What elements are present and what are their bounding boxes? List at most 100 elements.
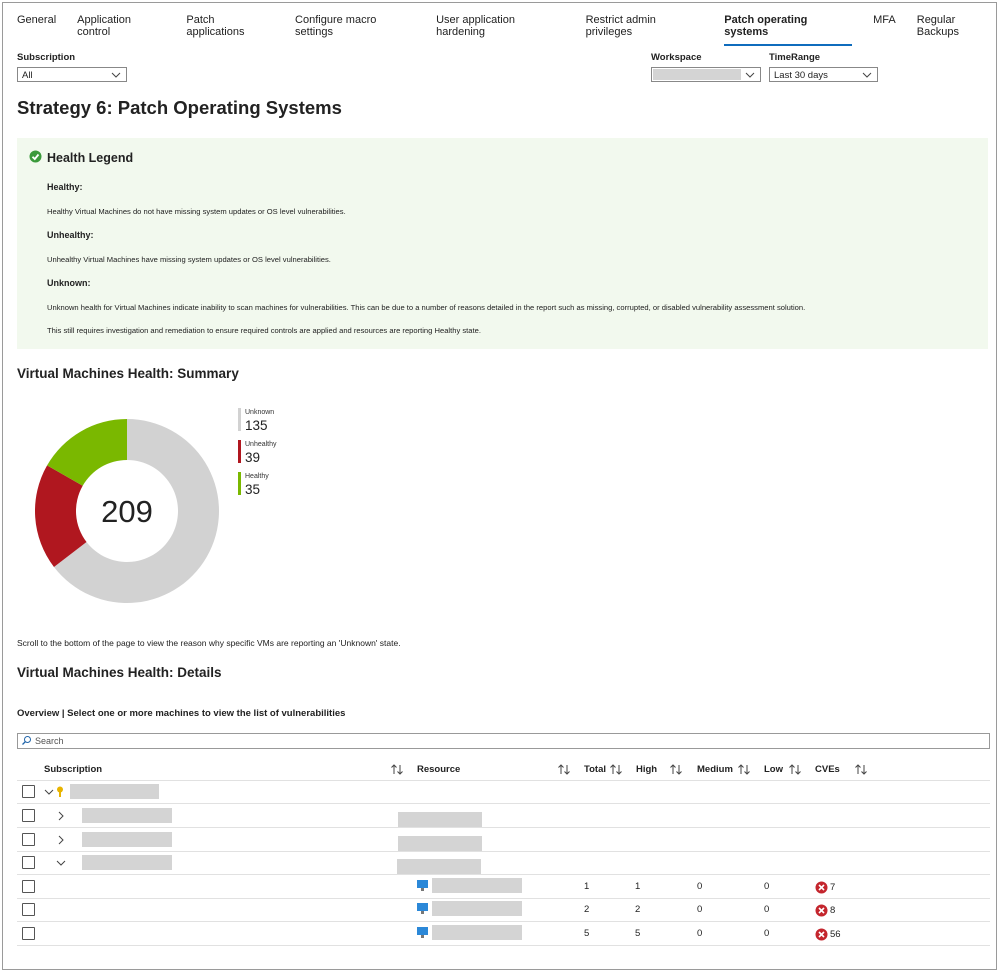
column-header: Resource [417,764,461,775]
error-icon [815,904,828,917]
key-head [57,786,63,793]
legend-swatch [238,408,241,431]
donut-total: 209 [101,494,153,529]
chevron [58,811,64,821]
chevron-path [58,811,64,821]
scroll-note: Scroll to the bottom of the page to view… [17,638,401,648]
row-divider [17,780,990,781]
column-header: Total [584,764,606,775]
dropdown-value: Last 30 days [774,70,828,81]
legend-title: Health Legend [47,151,134,165]
cell: 5 [584,928,590,939]
redacted [432,901,522,916]
check-icon [29,150,42,163]
tab[interactable]: MFA [873,14,896,26]
checkbox[interactable] [22,809,35,822]
cell: 2 [584,904,590,915]
cell: 0 [697,881,703,892]
tab[interactable]: User application hardening [436,14,515,38]
row-divider [17,874,990,875]
cell: 56 [830,929,841,940]
redacted [82,855,172,870]
search-box[interactable] [17,733,990,749]
column-header: Low [764,764,783,775]
checkbox[interactable] [22,903,35,916]
checkbox[interactable] [22,833,35,846]
cell: 0 [697,928,703,939]
sort-down [397,765,403,775]
legend-text: Unhealthy Virtual Machines have missing … [47,255,331,264]
redacted [82,808,172,823]
sort-icon [789,764,801,775]
key-icon [57,786,63,797]
row-divider [17,921,990,922]
dropdown[interactable]: Last 30 days [769,67,878,82]
legend-label: Unhealthy [245,441,277,448]
legend-value: 39 [245,450,260,465]
checkbox[interactable] [22,880,35,893]
tab[interactable]: Configure macro settings [295,14,377,38]
cell: 2 [635,904,641,915]
sort-icon [670,764,682,775]
error-x [818,931,825,938]
error-icon [815,928,828,941]
sort-up [610,764,616,774]
filter-label: TimeRange [769,52,821,63]
column-header: Medium [697,764,733,775]
dropdown[interactable] [651,67,761,82]
sort-up [738,764,744,774]
legend-heading: Healthy: [47,182,83,192]
tab[interactable]: Application control [77,14,131,38]
details-subtitle: Overview | Select one or more machines t… [17,708,346,719]
vm-screen [417,903,428,911]
tab[interactable]: Patch operating systems [724,14,853,46]
tab-bar: General Application control Patch applicat… [17,14,999,46]
legend-label: Unknown [245,409,274,416]
sort-down [795,765,801,775]
redacted [398,836,482,851]
checkbox[interactable] [22,856,35,869]
cell: 8 [830,905,836,916]
sort-up [789,764,795,774]
row-divider [17,945,990,946]
row-divider [17,803,990,804]
cell: 0 [764,881,770,892]
section-title: Virtual Machines Health: Summary [17,366,239,381]
checkbox[interactable] [22,785,35,798]
column-header: High [636,764,658,775]
redacted [397,859,481,874]
chevron-path [44,789,54,795]
sort-down [564,765,570,775]
redacted [398,812,482,827]
cell: 1 [635,881,641,892]
chevron [56,860,66,866]
cell: 7 [830,882,836,893]
row-divider [17,827,990,828]
vm-icon [417,880,428,891]
legend-heading: Unknown: [47,278,91,288]
tab[interactable]: Restrict admin privileges [585,14,656,38]
dropdown[interactable]: All [17,67,127,82]
vm-icon [417,903,428,914]
vm-screen [417,880,428,888]
row-divider [17,851,990,852]
filter-label: Subscription [17,52,76,63]
legend-text: Healthy Virtual Machines do not have mis… [47,207,346,216]
chevron-path [111,72,121,78]
cell: 5 [635,928,641,939]
legend-swatch [238,472,241,495]
tab[interactable]: Regular Backups [916,14,959,38]
tab[interactable]: Patch applications [186,14,245,38]
redacted [70,784,159,799]
legend-value: 35 [245,482,260,497]
tab[interactable]: General [17,14,57,26]
dropdown-value: All [22,70,33,81]
error-x [818,907,825,914]
vm-icon [417,927,428,938]
donut-segment [47,419,128,486]
chevron [58,835,64,845]
legend-label: Healthy [245,473,269,480]
checkbox[interactable] [22,927,35,940]
